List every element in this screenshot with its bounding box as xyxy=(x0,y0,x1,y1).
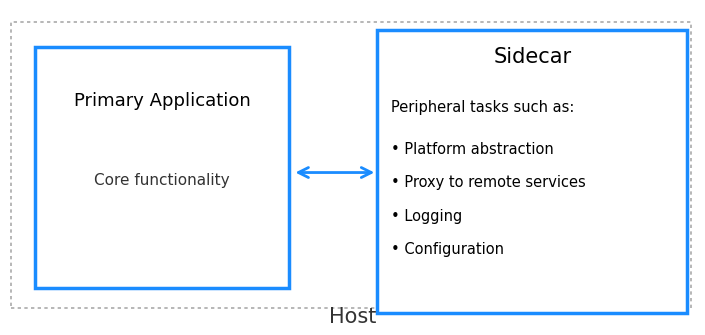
Bar xyxy=(377,30,687,313)
Bar xyxy=(35,47,289,288)
Text: • Configuration: • Configuration xyxy=(391,242,504,257)
Bar xyxy=(11,22,691,308)
Text: • Proxy to remote services: • Proxy to remote services xyxy=(391,175,586,190)
Text: Core functionality: Core functionality xyxy=(94,174,230,188)
Text: • Logging: • Logging xyxy=(391,209,462,223)
Text: Host: Host xyxy=(329,307,376,327)
Text: Sidecar: Sidecar xyxy=(493,47,571,67)
Text: Peripheral tasks such as:: Peripheral tasks such as: xyxy=(391,100,575,115)
Text: • Platform abstraction: • Platform abstraction xyxy=(391,142,554,156)
FancyArrowPatch shape xyxy=(298,168,372,178)
Text: Primary Application: Primary Application xyxy=(74,91,250,110)
